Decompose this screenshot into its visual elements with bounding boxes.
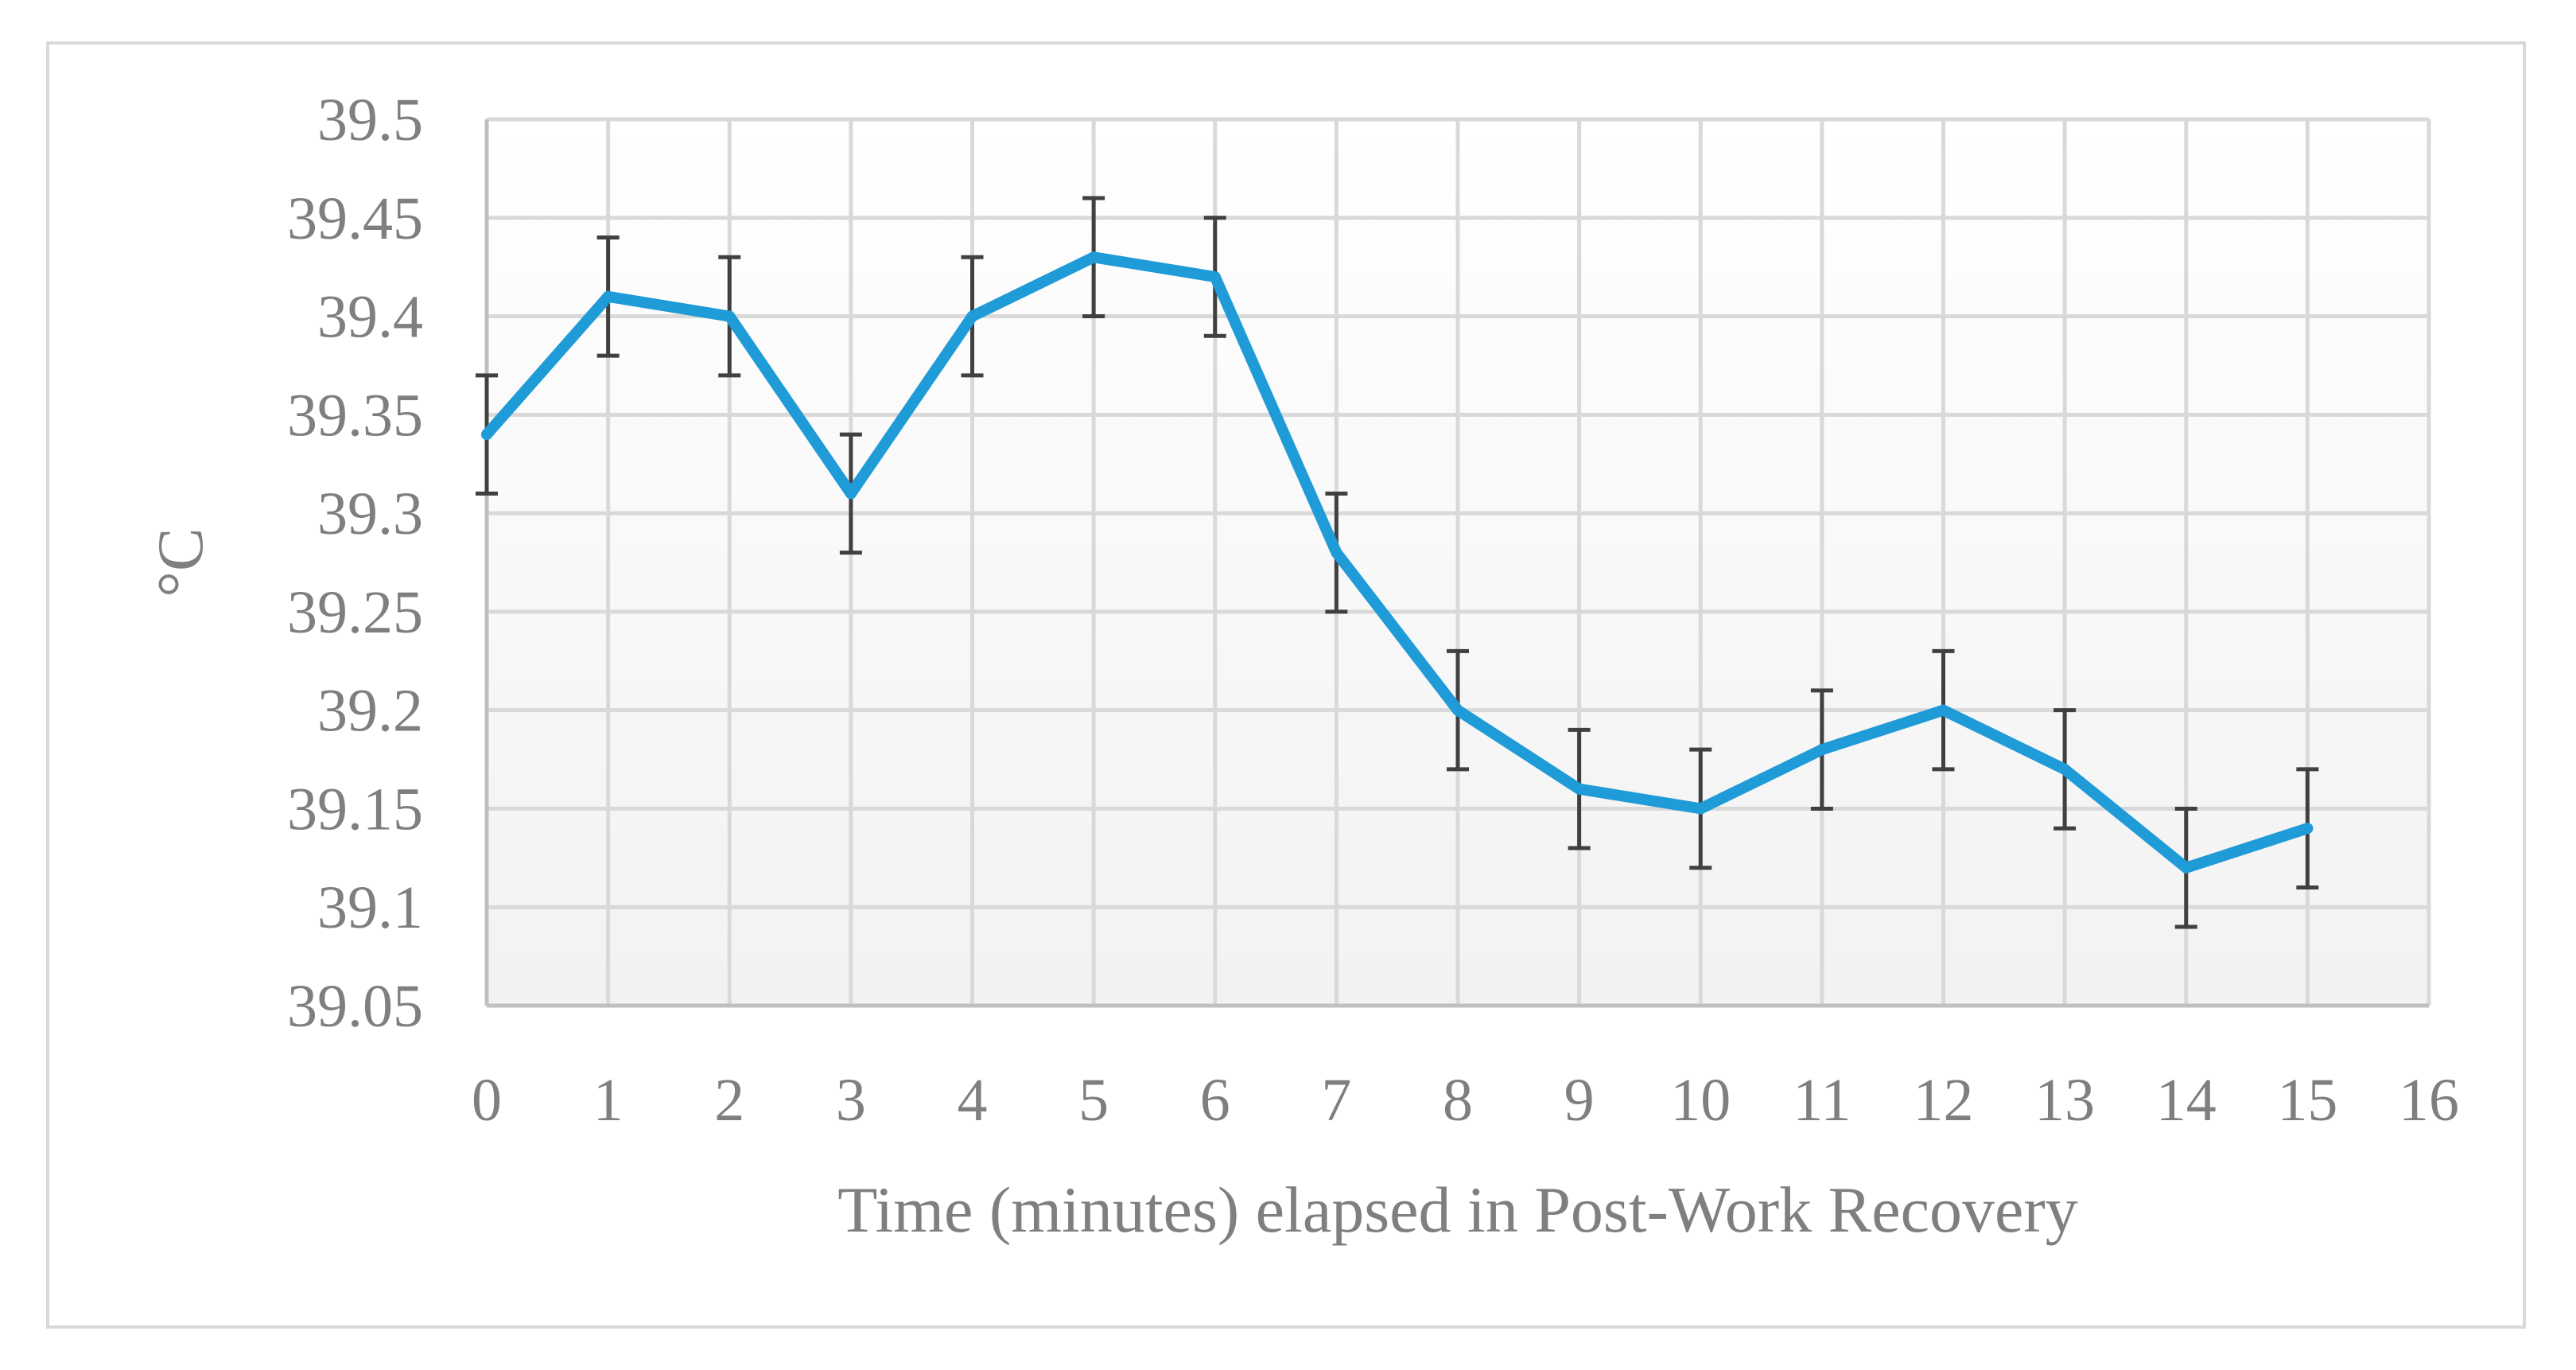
series-line [481,251,2314,874]
x-tick-label: 6 [1200,1067,1230,1134]
data-point [481,429,492,441]
y-tick-label: 39.45 [287,185,423,252]
data-point [2059,763,2071,775]
x-tick-label: 14 [2156,1067,2217,1134]
y-tick-labels: 39.05 39.1 39.15 39.2 39.25 39.3 39.35 39.4 39.4… [287,87,423,1040]
x-tick-label: 0 [472,1067,502,1134]
x-axis-title: Time (minutes) elapsed in Post-Work Reco… [837,1173,2078,1246]
data-point [845,488,857,500]
x-tick-label: 12 [1914,1067,1974,1134]
data-point [1209,271,1221,283]
x-tick-label: 8 [1443,1067,1473,1134]
series-lines [481,251,2314,874]
x-tick-label: 11 [1793,1067,1851,1134]
x-tick-label: 1 [593,1067,624,1134]
y-tick-label: 39.1 [317,874,423,941]
y-axis-title: °C [144,527,216,597]
y-tick-label: 39.25 [287,579,423,646]
x-tick-label: 10 [1670,1067,1731,1134]
y-tick-label: 39.35 [287,382,423,449]
y-tick-label: 39.4 [317,284,423,351]
x-tick-label: 9 [1564,1067,1595,1134]
x-tick-label: 15 [2277,1067,2337,1134]
y-tick-label: 39.2 [317,678,423,745]
axes [484,119,2429,1008]
data-point [1452,704,1463,716]
data-point [1088,251,1100,263]
x-tick-label: 4 [958,1067,988,1134]
data-point [2302,823,2314,835]
x-tick-label: 16 [2399,1067,2459,1134]
data-point [2180,862,2192,874]
data-point [1695,803,1707,815]
y-tick-label: 39.3 [317,481,423,547]
data-point [602,290,614,302]
data-point [1573,783,1585,795]
y-tick-label: 39.5 [317,87,423,154]
x-tick-label: 3 [836,1067,866,1134]
x-tick-label: 2 [714,1067,744,1134]
data-point [1937,704,1949,716]
data-point [1331,547,1342,559]
x-tick-label: 5 [1078,1067,1109,1134]
x-tick-label: 7 [1321,1067,1351,1134]
y-tick-label: 39.05 [287,973,423,1040]
x-tick-labels: 0 1 2 3 4 5 6 7 8 9 10 11 12 13 14 15 16 [472,1067,2459,1134]
data-point [966,310,978,322]
y-tick-label: 39.15 [287,776,423,843]
data-point [1816,744,1828,756]
x-tick-label: 13 [2034,1067,2095,1134]
data-point [724,310,736,322]
